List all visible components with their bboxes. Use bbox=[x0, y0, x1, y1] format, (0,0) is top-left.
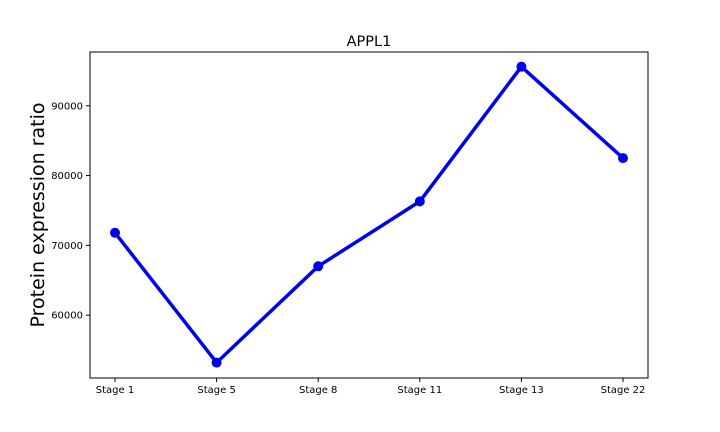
chart-title: APPL1 bbox=[347, 34, 392, 50]
data-point bbox=[110, 227, 120, 238]
x-tick-label: Stage 5 bbox=[197, 385, 235, 396]
y-axis-label: Protein expression ratio bbox=[27, 103, 49, 328]
series-line bbox=[113, 64, 625, 365]
x-tick-label: Stage 1 bbox=[96, 385, 134, 396]
y-tick-label: 70000 bbox=[51, 241, 83, 252]
plot-area: 60000 70000 80000 90000 Stage 1 Stage 5 Stage … bbox=[51, 61, 646, 396]
data-point bbox=[618, 153, 628, 164]
data-point bbox=[414, 196, 425, 207]
data-point bbox=[516, 61, 527, 72]
x-tick-label: Stage 13 bbox=[499, 385, 544, 396]
x-tick-label: Stage 11 bbox=[397, 385, 442, 396]
y-tick-label: 90000 bbox=[51, 101, 83, 112]
y-tick-label: 60000 bbox=[51, 311, 83, 322]
x-tick-label: Stage 22 bbox=[601, 385, 646, 396]
y-tick-label: 80000 bbox=[51, 171, 83, 182]
data-point bbox=[313, 261, 324, 272]
plot-frame bbox=[89, 51, 649, 379]
x-tick-label: Stage 8 bbox=[299, 385, 337, 396]
data-point bbox=[211, 357, 222, 368]
